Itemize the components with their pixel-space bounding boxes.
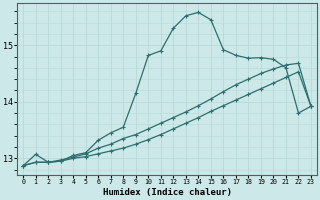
X-axis label: Humidex (Indice chaleur): Humidex (Indice chaleur) <box>103 188 232 197</box>
